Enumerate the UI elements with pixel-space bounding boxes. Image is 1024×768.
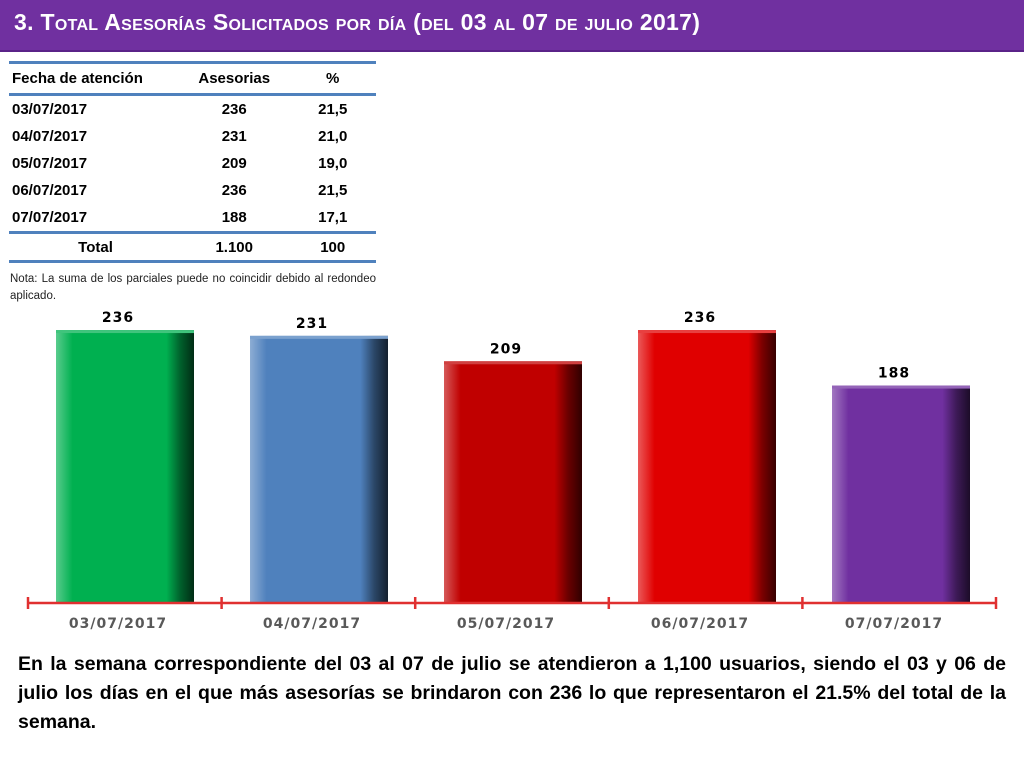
summary-text: En la semana correspondiente del 03 al 0… <box>18 653 1006 733</box>
cell-count: 231 <box>221 128 247 145</box>
cell-date: 04/07/2017 <box>12 128 88 145</box>
total-label: Total <box>9 231 180 263</box>
table-row: 06/07/2017 236 21,5 <box>9 177 376 204</box>
cell-date: 03/07/2017 <box>12 101 88 118</box>
data-label: 236 <box>102 310 134 326</box>
table-note: Nota: La suma de los parciales puede no … <box>10 273 376 302</box>
bar-top-highlight <box>638 330 776 334</box>
bar-top-highlight <box>250 335 388 339</box>
bar <box>250 335 388 603</box>
column-header-percent: % <box>289 61 376 96</box>
cell-percent: 17,1 <box>318 209 348 226</box>
data-label: 188 <box>878 366 910 382</box>
cell-count: 209 <box>221 155 247 172</box>
cell-count: 236 <box>221 182 247 199</box>
x-tick-label: 03/07/2017 <box>69 616 167 632</box>
total-percent: 100 <box>289 231 376 263</box>
cell-percent: 19,0 <box>318 155 348 172</box>
cell-percent: 21,5 <box>318 182 348 199</box>
x-tick-label: 06/07/2017 <box>651 616 749 632</box>
bar <box>638 330 776 603</box>
x-tick-label: 04/07/2017 <box>263 616 361 632</box>
bar-chart: 236 03/07/2017 231 04/07/2017 209 05/07/2017 2… <box>26 310 998 632</box>
total-count: 1.100 <box>179 231 290 263</box>
bar <box>56 330 194 603</box>
data-table: Fecha de atención Asesorias % 03/07/2017… <box>9 61 376 263</box>
cell-percent: 21,5 <box>318 101 348 118</box>
slide-title: 3. Total Asesorías Solicitados por día (… <box>14 9 701 35</box>
data-label: 209 <box>490 341 522 357</box>
cell-count: 236 <box>221 101 247 118</box>
bar <box>444 361 582 603</box>
column-header-date: Fecha de atención <box>9 61 180 96</box>
bar <box>832 385 970 603</box>
cell-date: 07/07/2017 <box>12 209 88 226</box>
cell-date: 06/07/2017 <box>12 182 88 199</box>
data-label: 231 <box>296 316 328 332</box>
cell-percent: 21,0 <box>318 128 348 145</box>
x-tick-label: 05/07/2017 <box>457 616 555 632</box>
bar-top-highlight <box>56 330 194 334</box>
data-label: 236 <box>684 310 716 326</box>
table-row: 04/07/2017 231 21,0 <box>9 123 376 150</box>
cell-count: 188 <box>221 209 247 226</box>
bar-top-highlight <box>832 385 970 389</box>
bar-top-highlight <box>444 361 582 365</box>
table-row: 07/07/2017 188 17,1 <box>9 204 376 233</box>
table-total-row: Total 1.100 100 <box>9 231 376 263</box>
table-row: 03/07/2017 236 21,5 <box>9 95 376 124</box>
table-row: 05/07/2017 209 19,0 <box>9 150 376 177</box>
title-bar: 3. Total Asesorías Solicitados por día (… <box>0 0 1024 52</box>
table-header-row: Fecha de atención Asesorias % <box>9 61 376 96</box>
x-tick-label: 07/07/2017 <box>845 616 943 632</box>
column-header-count: Asesorias <box>179 61 290 96</box>
cell-date: 05/07/2017 <box>12 155 88 172</box>
